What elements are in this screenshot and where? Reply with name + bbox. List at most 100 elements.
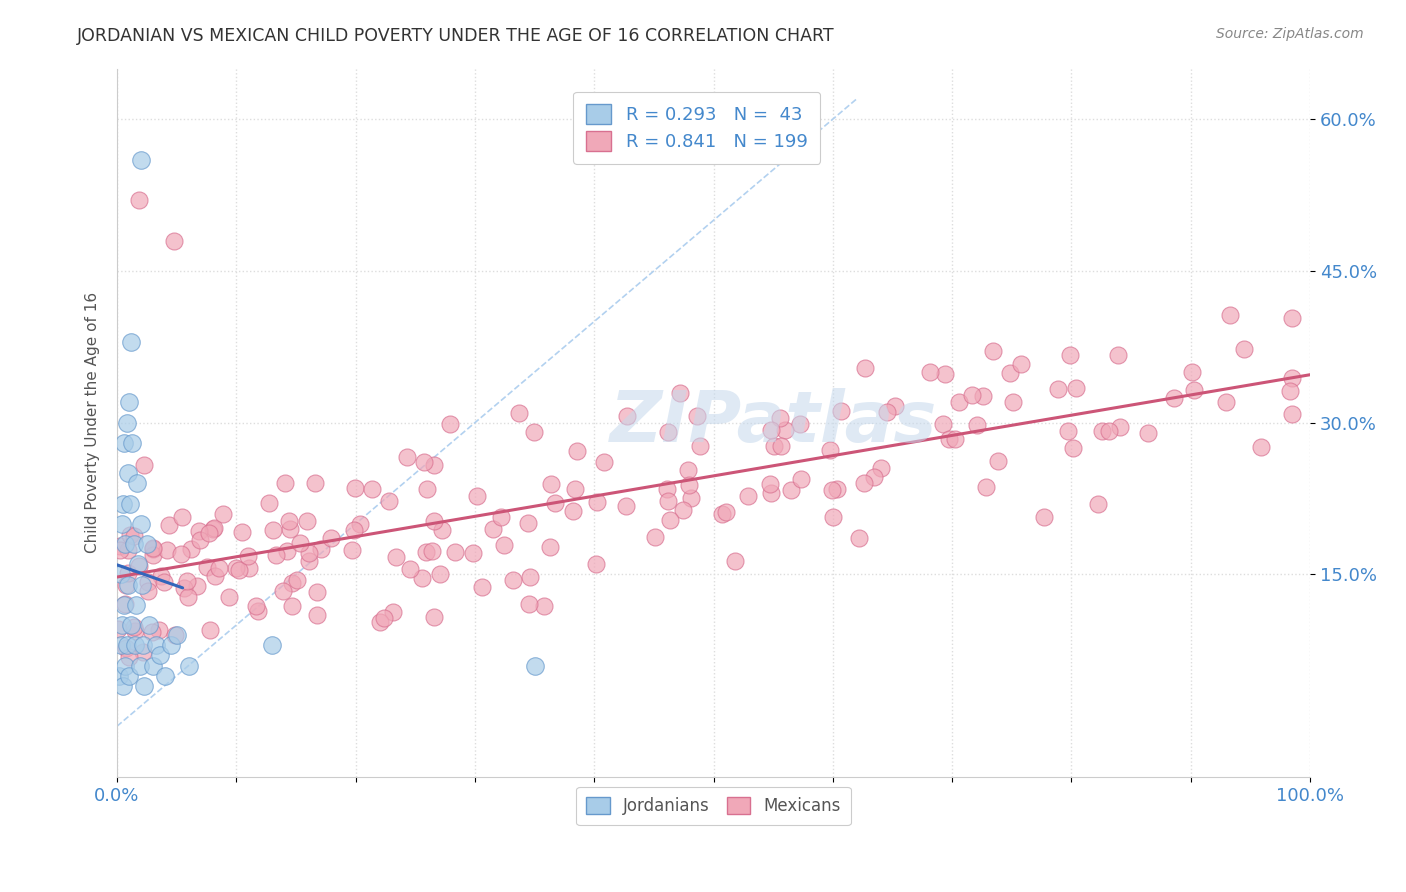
Point [176, 574, 198, 588]
Point [519, 570, 541, 584]
Point [461, 546, 484, 560]
Point [278, 522, 301, 536]
Point [465, 489, 488, 503]
Point [247, 603, 270, 617]
Point [153, 668, 176, 682]
Point [737, 489, 759, 503]
Point [769, 411, 792, 425]
Point [231, 524, 253, 539]
Point [114, 537, 136, 551]
Point [132, 645, 155, 659]
Point [201, 522, 224, 536]
Point [830, 404, 852, 418]
Text: ZIPatlas: ZIPatlas [609, 388, 936, 458]
Point [1281, 370, 1303, 384]
Point [204, 569, 226, 583]
Point [585, 495, 607, 509]
Point [420, 544, 443, 558]
Point [863, 470, 886, 484]
Point [1046, 382, 1069, 396]
Point [156, 543, 179, 558]
Point [439, 417, 461, 431]
Point [188, 533, 211, 547]
Point [187, 524, 209, 538]
Point [644, 530, 666, 544]
Point [1091, 425, 1114, 439]
Point [396, 450, 419, 464]
Point [681, 491, 703, 506]
Point [1250, 440, 1272, 454]
Point [853, 361, 876, 376]
Point [118, 649, 141, 664]
Point [1064, 381, 1087, 395]
Point [124, 638, 146, 652]
Point [128, 559, 150, 574]
Point [115, 641, 138, 656]
Point [142, 541, 165, 555]
Point [110, 638, 132, 652]
Point [166, 628, 188, 642]
Point [987, 453, 1010, 467]
Point [382, 605, 405, 619]
Point [592, 455, 614, 469]
Point [177, 658, 200, 673]
Point [876, 405, 898, 419]
Point [948, 395, 970, 409]
Point [827, 482, 849, 496]
Point [122, 537, 145, 551]
Point [159, 638, 181, 652]
Point [848, 531, 870, 545]
Point [141, 624, 163, 639]
Point [112, 598, 135, 612]
Point [1215, 394, 1237, 409]
Point [128, 193, 150, 207]
Point [1098, 425, 1121, 439]
Point [298, 546, 321, 560]
Point [149, 648, 172, 663]
Point [1182, 383, 1205, 397]
Point [1056, 425, 1078, 439]
Point [228, 563, 250, 577]
Point [761, 423, 783, 437]
Point [128, 658, 150, 673]
Point [218, 590, 240, 604]
Point [659, 512, 682, 526]
Point [672, 503, 695, 517]
Point [775, 423, 797, 437]
Point [966, 417, 988, 432]
Point [1281, 310, 1303, 325]
Point [304, 475, 326, 490]
Point [423, 458, 446, 472]
Point [198, 623, 221, 637]
Point [1278, 384, 1301, 399]
Point [132, 638, 155, 652]
Point [759, 476, 782, 491]
Point [142, 548, 165, 562]
Point [112, 436, 135, 450]
Point [120, 334, 142, 349]
Point [135, 537, 157, 551]
Point [686, 409, 709, 424]
Point [117, 566, 139, 581]
Point [309, 542, 332, 557]
Point [492, 538, 515, 552]
Point [361, 483, 384, 497]
Point [770, 439, 793, 453]
Point [482, 522, 505, 536]
Point [657, 425, 679, 439]
Point [170, 547, 193, 561]
Point [884, 399, 907, 413]
Point [145, 638, 167, 652]
Point [125, 598, 148, 612]
Point [523, 658, 546, 673]
Point [678, 478, 700, 492]
Point [198, 525, 221, 540]
Point [163, 628, 186, 642]
Point [111, 618, 134, 632]
Point [411, 571, 433, 585]
Point [544, 496, 567, 510]
Point [561, 503, 583, 517]
Point [517, 597, 540, 611]
Point [932, 417, 955, 431]
Point [1108, 420, 1130, 434]
